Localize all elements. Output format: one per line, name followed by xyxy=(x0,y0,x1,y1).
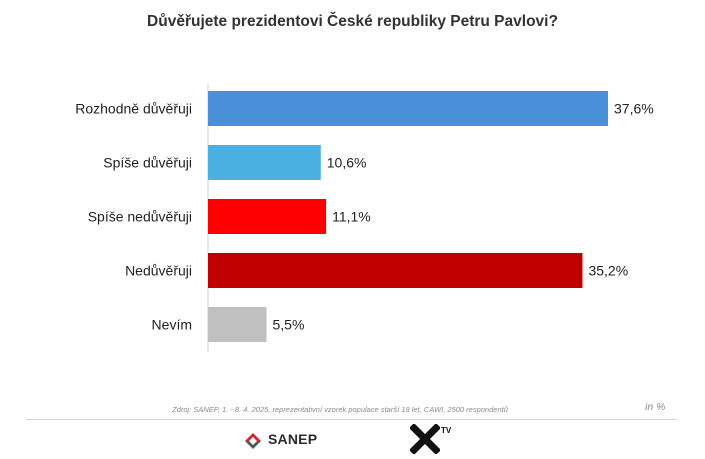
data-label: 10,6% xyxy=(327,155,367,171)
bar xyxy=(208,145,321,180)
data-label: 35,2% xyxy=(588,263,628,279)
category-label: Spíše nedůvěřuji xyxy=(88,209,192,225)
bar xyxy=(208,199,327,234)
chart-title: Důvěřujete prezidentovi České republiky … xyxy=(147,13,558,30)
category-label: Rozhodně důvěřuji xyxy=(75,101,192,117)
x-mark-icon xyxy=(409,423,441,455)
category-label: Spíše důvěřuji xyxy=(103,155,192,171)
bar-chart: Rozhodně důvěřuji 37,6% Spíše důvěřuji 10,6… xyxy=(75,83,654,352)
bar xyxy=(208,253,583,288)
sanep-logo-text: SANEP xyxy=(268,431,318,447)
category-label: Nedůvěřuji xyxy=(125,263,192,279)
unit-note: in % xyxy=(645,401,666,413)
xtv-logo-text: TV xyxy=(441,426,452,435)
data-label: 37,6% xyxy=(614,101,654,117)
sanep-mark-icon xyxy=(245,433,261,449)
source-note: Zdroj: SANEP, 1. - 8. 4. 2025, reprezent… xyxy=(172,405,508,414)
sanep-logo: SANEP xyxy=(241,425,317,453)
category-label: Nevím xyxy=(152,317,192,333)
bar xyxy=(208,91,608,126)
xtv-logo: TV xyxy=(409,423,460,455)
footer-divider xyxy=(26,419,676,420)
data-label: 5,5% xyxy=(273,317,305,333)
bar xyxy=(208,307,267,342)
data-label: 11,1% xyxy=(332,209,371,225)
